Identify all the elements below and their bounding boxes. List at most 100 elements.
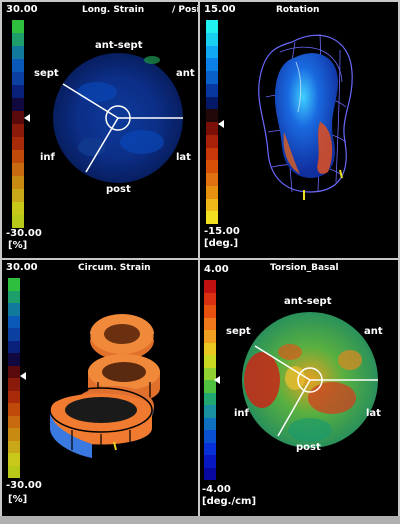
colorbar-segment: [8, 453, 20, 466]
colorbar-segment: [206, 211, 218, 224]
colorbar-segment: [206, 122, 218, 135]
colorbar-max: 30.00: [6, 4, 38, 15]
torsion-basal-panel[interactable]: 4.00 Torsion_Basal -4.00 [deg./cm]: [200, 260, 398, 516]
colorbar-segment: [204, 367, 216, 380]
colorbar-segment: [8, 278, 20, 291]
label-sept: sept: [226, 326, 251, 337]
label-post: post: [106, 184, 131, 195]
colorbar: [8, 278, 20, 478]
colorbar-segment: [12, 124, 24, 137]
colorbar-segment: [204, 442, 216, 455]
colorbar-unit: [%]: [8, 240, 28, 251]
colorbar-segment: [12, 20, 24, 33]
colorbar-segment: [206, 198, 218, 212]
colorbar-segment: [206, 134, 218, 148]
label-inf: inf: [234, 408, 249, 419]
colorbar-marker: [20, 372, 26, 380]
colorbar-segment: [8, 315, 20, 328]
colorbar-unit: [deg./cm]: [202, 496, 257, 507]
colorbar-max: 4.00: [204, 264, 229, 275]
colorbar-segment: [206, 58, 218, 71]
colorbar-segment: [204, 392, 216, 405]
colorbar-segment: [204, 342, 216, 355]
colorbar-segment: [8, 378, 20, 391]
colorbar-segment: [204, 330, 216, 343]
colorbar-segment: [204, 417, 216, 430]
colorbar: [206, 20, 218, 224]
colorbar-segment: [8, 340, 20, 353]
colorbar-marker: [24, 114, 30, 122]
ring-segments-view[interactable]: [2, 260, 198, 516]
colorbar-segment: [206, 96, 218, 110]
panel-title: Rotation: [276, 5, 320, 15]
colorbar-segment: [12, 111, 24, 124]
status-strip: [0, 516, 400, 524]
colorbar-min: -30.00: [6, 228, 42, 239]
colorbar-segment: [206, 45, 218, 59]
label-post: post: [296, 442, 321, 453]
colorbar: [12, 20, 24, 228]
colorbar-segment: [8, 428, 20, 441]
colorbar-segment: [8, 353, 20, 366]
colorbar-segment: [204, 430, 216, 443]
colorbar-max: 30.00: [6, 262, 38, 273]
colorbar-min: -4.00: [202, 484, 231, 495]
colorbar-segment: [204, 405, 216, 418]
colorbar-segment: [204, 355, 216, 368]
colorbar-segment: [206, 20, 218, 33]
colorbar-segment: [12, 189, 24, 202]
colorbar-segment: [204, 317, 216, 330]
colorbar-segment: [12, 85, 24, 98]
label-inf: inf: [40, 152, 55, 163]
label-ant-sept: ant-sept: [284, 296, 332, 307]
colorbar-segment: [8, 403, 20, 416]
colorbar-marker: [214, 376, 220, 384]
colorbar-segment: [206, 32, 218, 46]
panel-title: Circum. Strain: [78, 263, 151, 273]
colorbar-segment: [8, 290, 20, 303]
label-ant: ant: [176, 68, 195, 79]
colorbar-segment: [206, 160, 218, 173]
colorbar-unit: [deg.]: [204, 238, 239, 249]
colorbar-marker: [218, 120, 224, 128]
colorbar-segment: [12, 163, 24, 176]
colorbar-segment: [8, 440, 20, 453]
colorbar-segment: [204, 292, 216, 305]
ventricle-3d-view[interactable]: [200, 2, 398, 258]
colorbar-min: -30.00: [6, 480, 42, 491]
colorbar-segment: [206, 83, 218, 97]
colorbar-segment: [204, 467, 216, 480]
label-ant: ant: [364, 326, 383, 337]
colorbar-segment: [12, 202, 24, 215]
bullseye-plot[interactable]: [2, 2, 198, 258]
colorbar-segment: [206, 109, 218, 122]
colorbar-max: 15.00: [204, 4, 236, 15]
rotation-panel[interactable]: 15.00 Rotation -15.00 [deg.]: [200, 2, 398, 258]
colorbar-segment: [206, 173, 218, 186]
circum-strain-panel[interactable]: 30.00 Circum. Strain -30.00 [%]: [2, 260, 198, 516]
panel-title: Torsion_Basal: [270, 263, 339, 273]
colorbar-segment: [204, 280, 216, 293]
colorbar-segment: [12, 98, 24, 111]
panel-title-extra: / Posi: [172, 5, 198, 15]
colorbar-segment: [8, 465, 20, 478]
colorbar-segment: [12, 33, 24, 46]
colorbar-segment: [206, 185, 218, 199]
colorbar-segment: [8, 415, 20, 428]
colorbar-segment: [12, 59, 24, 72]
colorbar: [204, 280, 216, 480]
colorbar-segment: [8, 303, 20, 316]
bullseye-plot[interactable]: [200, 260, 398, 516]
colorbar-segment: [8, 365, 20, 378]
colorbar-segment: [12, 150, 24, 163]
colorbar-segment: [12, 176, 24, 189]
colorbar-segment: [204, 305, 216, 318]
colorbar-min: -15.00: [204, 226, 240, 237]
label-lat: lat: [176, 152, 191, 163]
long-strain-panel[interactable]: 30.00 Long. Strain / Posi -30.00 [%]: [2, 2, 198, 258]
panel-title: Long. Strain: [82, 5, 145, 15]
colorbar-segment: [8, 390, 20, 403]
colorbar-segment: [206, 71, 218, 84]
colorbar-segment: [12, 215, 24, 228]
